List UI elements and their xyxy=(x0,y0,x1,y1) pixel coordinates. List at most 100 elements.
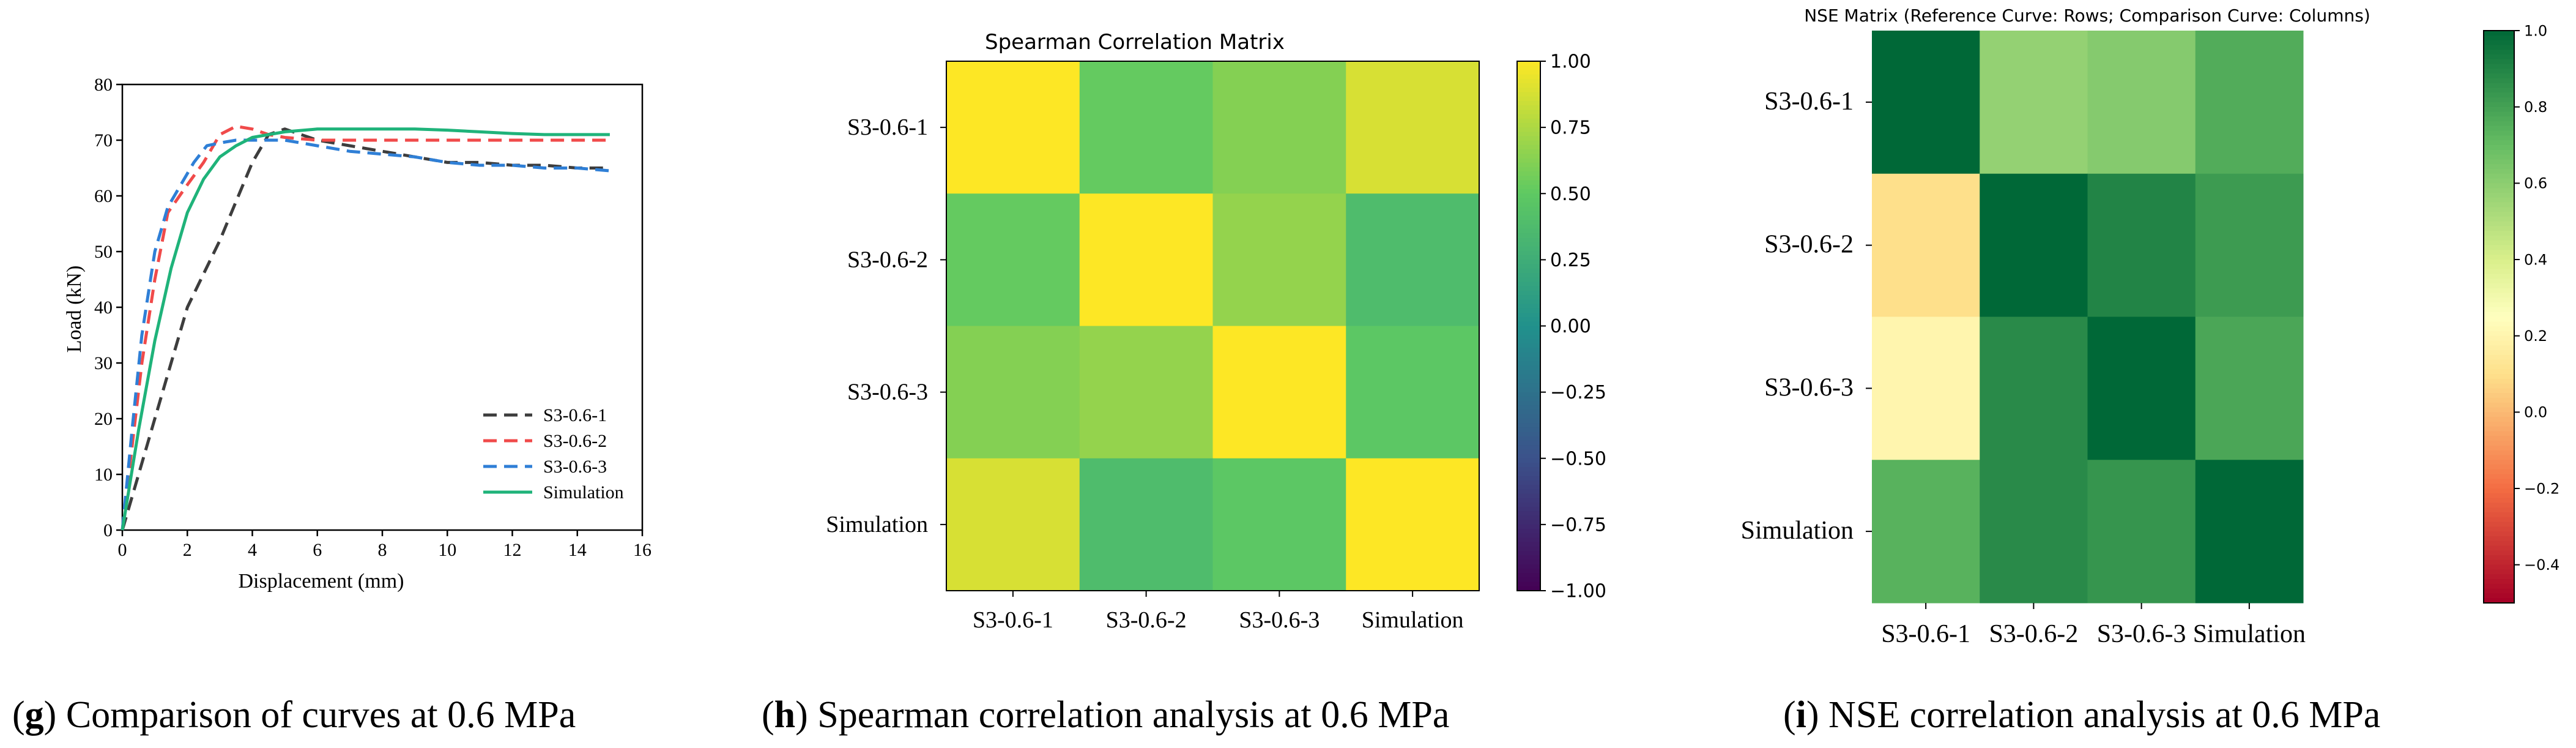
caption-g: (g) Comparison of curves at 0.6 MPa xyxy=(12,694,576,736)
colorbar-segment xyxy=(2484,236,2514,241)
colorbar-segment xyxy=(2484,431,2514,436)
colorbar-segment xyxy=(1517,432,1540,437)
colorbar-segment xyxy=(2484,364,2514,370)
colorbar-segment xyxy=(2484,564,2514,570)
colorbar-segment xyxy=(1517,445,1540,450)
colorbar-segment xyxy=(1517,586,1540,591)
nse-labels: S3-0.6-1S3-0.6-2S3-0.6-3SimulationS3-0.6… xyxy=(1741,88,2306,648)
colorbar-segment xyxy=(2484,164,2514,170)
y-tick-label: 30 xyxy=(94,353,113,373)
colorbar-segment xyxy=(2484,354,2514,361)
heatmap-cell xyxy=(1346,61,1480,194)
row-label: S3-0.6-3 xyxy=(847,380,928,405)
colorbar-tick-label: 0.0 xyxy=(2524,404,2547,421)
heatmap-cell xyxy=(2087,460,2196,604)
heatmap-cell xyxy=(1872,460,1980,604)
heatmap-cell xyxy=(946,326,1080,459)
colorbar-frame xyxy=(2483,30,2515,604)
colorbar-segment xyxy=(2484,441,2514,446)
y-tick-label: 10 xyxy=(94,465,113,485)
colorbar-segment xyxy=(1517,233,1540,238)
colorbar-segment xyxy=(1517,83,1540,88)
row-label: S3-0.6-2 xyxy=(847,247,928,272)
heatmap-cell xyxy=(1980,460,2088,604)
colorbar-segment xyxy=(2484,88,2514,93)
colorbar-tick-label: −0.2 xyxy=(2524,480,2559,497)
colorbar-tick-label: 0.50 xyxy=(1550,184,1591,205)
colorbar-segment xyxy=(1517,65,1540,71)
row-label: Simulation xyxy=(1741,517,1854,545)
heatmap-cell xyxy=(1980,173,2088,317)
colorbar-segment xyxy=(2484,240,2514,246)
colorbar-segment xyxy=(2484,302,2514,308)
colorbar-tick-label: 1.0 xyxy=(2524,22,2547,39)
legend-label: S3-0.6-2 xyxy=(543,431,607,451)
line-chart-axes: 0 2 4 6 8 10 12 14 16 0 10 20 30 40 50 60 70 80 xyxy=(94,75,651,560)
colorbar-segment xyxy=(1517,228,1540,234)
x-tick-label: 2 xyxy=(183,540,192,560)
colorbar-segment xyxy=(2484,350,2514,356)
colorbar-segment xyxy=(2484,536,2514,542)
colorbar-segment xyxy=(2484,359,2514,365)
colorbar-segment xyxy=(2484,69,2514,74)
heatmap-cell xyxy=(1212,193,1346,326)
colorbar-segment xyxy=(2484,493,2514,499)
colorbar-segment xyxy=(2484,484,2514,489)
colorbar-segment xyxy=(2484,460,2514,465)
colorbar-segment xyxy=(2484,455,2514,460)
colorbar-segment xyxy=(1517,136,1540,141)
heatmap-cell xyxy=(2087,173,2196,317)
colorbar-segment xyxy=(2484,212,2514,217)
heatmap-cell xyxy=(2195,173,2304,317)
colorbar-segment xyxy=(2484,202,2514,208)
colorbar-segment xyxy=(2484,316,2514,322)
x-tick-label: 14 xyxy=(568,540,587,560)
colorbar-segment xyxy=(2484,326,2514,332)
colorbar-segment xyxy=(1517,100,1540,106)
colorbar-segment xyxy=(2484,116,2514,122)
panel-h-spearman-heatmap: Spearman Correlation Matrix S3-0.6-1S3-0… xyxy=(826,30,1606,633)
colorbar-segment xyxy=(1517,396,1540,402)
colorbar-segment xyxy=(1517,480,1540,485)
colorbar-segment xyxy=(2484,83,2514,89)
colorbar-segment xyxy=(2484,540,2514,547)
panel-i-nse-heatmap: NSE Matrix (Reference Curve: Rows; Compa… xyxy=(1741,6,2560,648)
colorbar-segment xyxy=(2484,450,2514,456)
colorbar-segment xyxy=(1517,206,1540,212)
colorbar-segment xyxy=(1517,277,1540,283)
colorbar-segment xyxy=(2484,250,2514,255)
colorbar-segment xyxy=(2484,531,2514,537)
colorbar-segment xyxy=(1517,546,1540,552)
colorbar-segment xyxy=(2484,340,2514,346)
colorbar-segment xyxy=(2484,245,2514,251)
colorbar-segment xyxy=(2484,374,2514,380)
colorbar-segment xyxy=(1517,260,1540,265)
heatmap-cell xyxy=(1346,326,1480,459)
y-tick-label: 70 xyxy=(94,130,113,151)
x-tick-label: 4 xyxy=(248,540,257,560)
legend-label: S3-0.6-1 xyxy=(543,405,607,425)
colorbar-tick-label: 0.4 xyxy=(2524,251,2547,268)
colorbar-segment xyxy=(2484,550,2514,556)
colorbar-segment xyxy=(1517,70,1540,75)
heatmap-cell xyxy=(1872,31,1980,174)
row-label: S3-0.6-2 xyxy=(1764,231,1854,259)
colorbar-segment xyxy=(2484,545,2514,551)
colorbar-segment xyxy=(2484,335,2514,342)
colorbar-segment xyxy=(2484,188,2514,193)
colorbar-segment xyxy=(1517,198,1540,203)
colorbar-segment xyxy=(1517,211,1540,216)
row-label: S3-0.6-1 xyxy=(847,114,928,140)
colorbar-segment xyxy=(2484,402,2514,408)
colorbar-segment xyxy=(1517,250,1540,256)
line-chart-xlabel: Displacement (mm) xyxy=(239,570,404,593)
colorbar-segment xyxy=(2484,145,2514,151)
colorbar-segment xyxy=(1517,498,1540,503)
colorbar-segment xyxy=(1517,140,1540,146)
colorbar-segment xyxy=(1517,176,1540,181)
colorbar-segment xyxy=(1517,427,1540,433)
colorbar-segment xyxy=(2484,498,2514,503)
colorbar-segment xyxy=(1517,304,1540,309)
